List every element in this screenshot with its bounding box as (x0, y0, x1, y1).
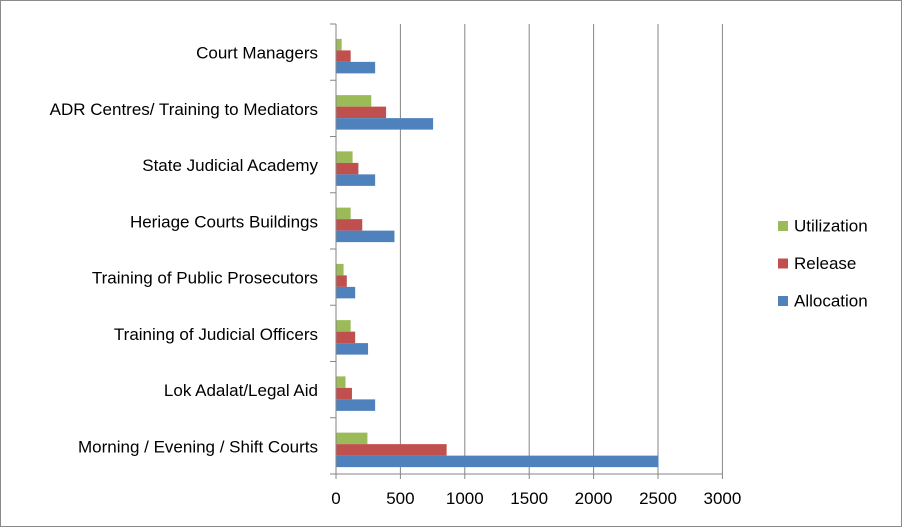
bar-utilization-4 (336, 263, 344, 276)
bar-release-5 (336, 331, 356, 344)
bar-release-1 (336, 106, 387, 119)
bar-release-7 (336, 444, 447, 456)
bar-release-3 (336, 219, 363, 231)
bar-allocation-7 (336, 455, 659, 468)
bar-release-0 (336, 50, 351, 62)
bar-release-4 (336, 275, 347, 287)
bar-utilization-3 (336, 207, 351, 220)
x-tick-label: 2000 (575, 489, 613, 508)
x-tick-label: 1500 (510, 489, 548, 508)
legend-label-utilization: Utilization (794, 216, 868, 235)
category-label: Lok Adalat/Legal Aid (164, 381, 318, 400)
bar-allocation-3 (336, 230, 395, 243)
x-tick-label: 0 (331, 489, 340, 508)
legend-label-release: Release (794, 254, 856, 273)
bar-utilization-2 (336, 151, 353, 163)
category-label: Heriage Courts Buildings (130, 212, 318, 231)
bar-allocation-6 (336, 399, 376, 411)
x-tick-label: 500 (386, 489, 414, 508)
bar-utilization-7 (336, 432, 368, 445)
x-tick-label: 1000 (446, 489, 484, 508)
bars (336, 38, 659, 468)
legend-swatch-release (778, 258, 788, 269)
bar-release-2 (336, 162, 359, 175)
category-label: Training of Public Prosecutors (92, 269, 318, 288)
legend: Utilization Release Allocation (778, 216, 868, 310)
bar-utilization-1 (336, 95, 372, 107)
category-labels: Court Managers ADR Centres/ Training to M… (50, 44, 319, 457)
legend-swatch-utilization (778, 221, 788, 231)
category-label: ADR Centres/ Training to Mediators (50, 100, 318, 119)
category-label: Training of Judicial Officers (114, 325, 318, 344)
x-tick-label: 2500 (639, 489, 677, 508)
gridlines (399, 24, 723, 474)
bar-utilization-0 (336, 38, 342, 51)
bar-utilization-5 (336, 320, 351, 332)
bar-utilization-6 (336, 376, 346, 388)
legend-label-allocation: Allocation (794, 291, 868, 310)
bar-allocation-4 (336, 286, 356, 299)
category-label: Court Managers (196, 44, 318, 63)
bar-allocation-2 (336, 174, 376, 186)
bar-allocation-5 (336, 343, 369, 355)
x-tick-label: 3000 (703, 489, 741, 508)
legend-swatch-allocation (778, 296, 788, 306)
x-tick-labels: 0 500 1000 1500 2000 2500 3000 (331, 489, 741, 508)
category-label: Morning / Evening / Shift Courts (78, 437, 318, 456)
bar-release-6 (336, 387, 352, 400)
bar-allocation-0 (336, 61, 376, 74)
bar-allocation-1 (336, 118, 434, 130)
category-label: State Judicial Academy (142, 156, 318, 175)
axes (330, 23, 723, 479)
